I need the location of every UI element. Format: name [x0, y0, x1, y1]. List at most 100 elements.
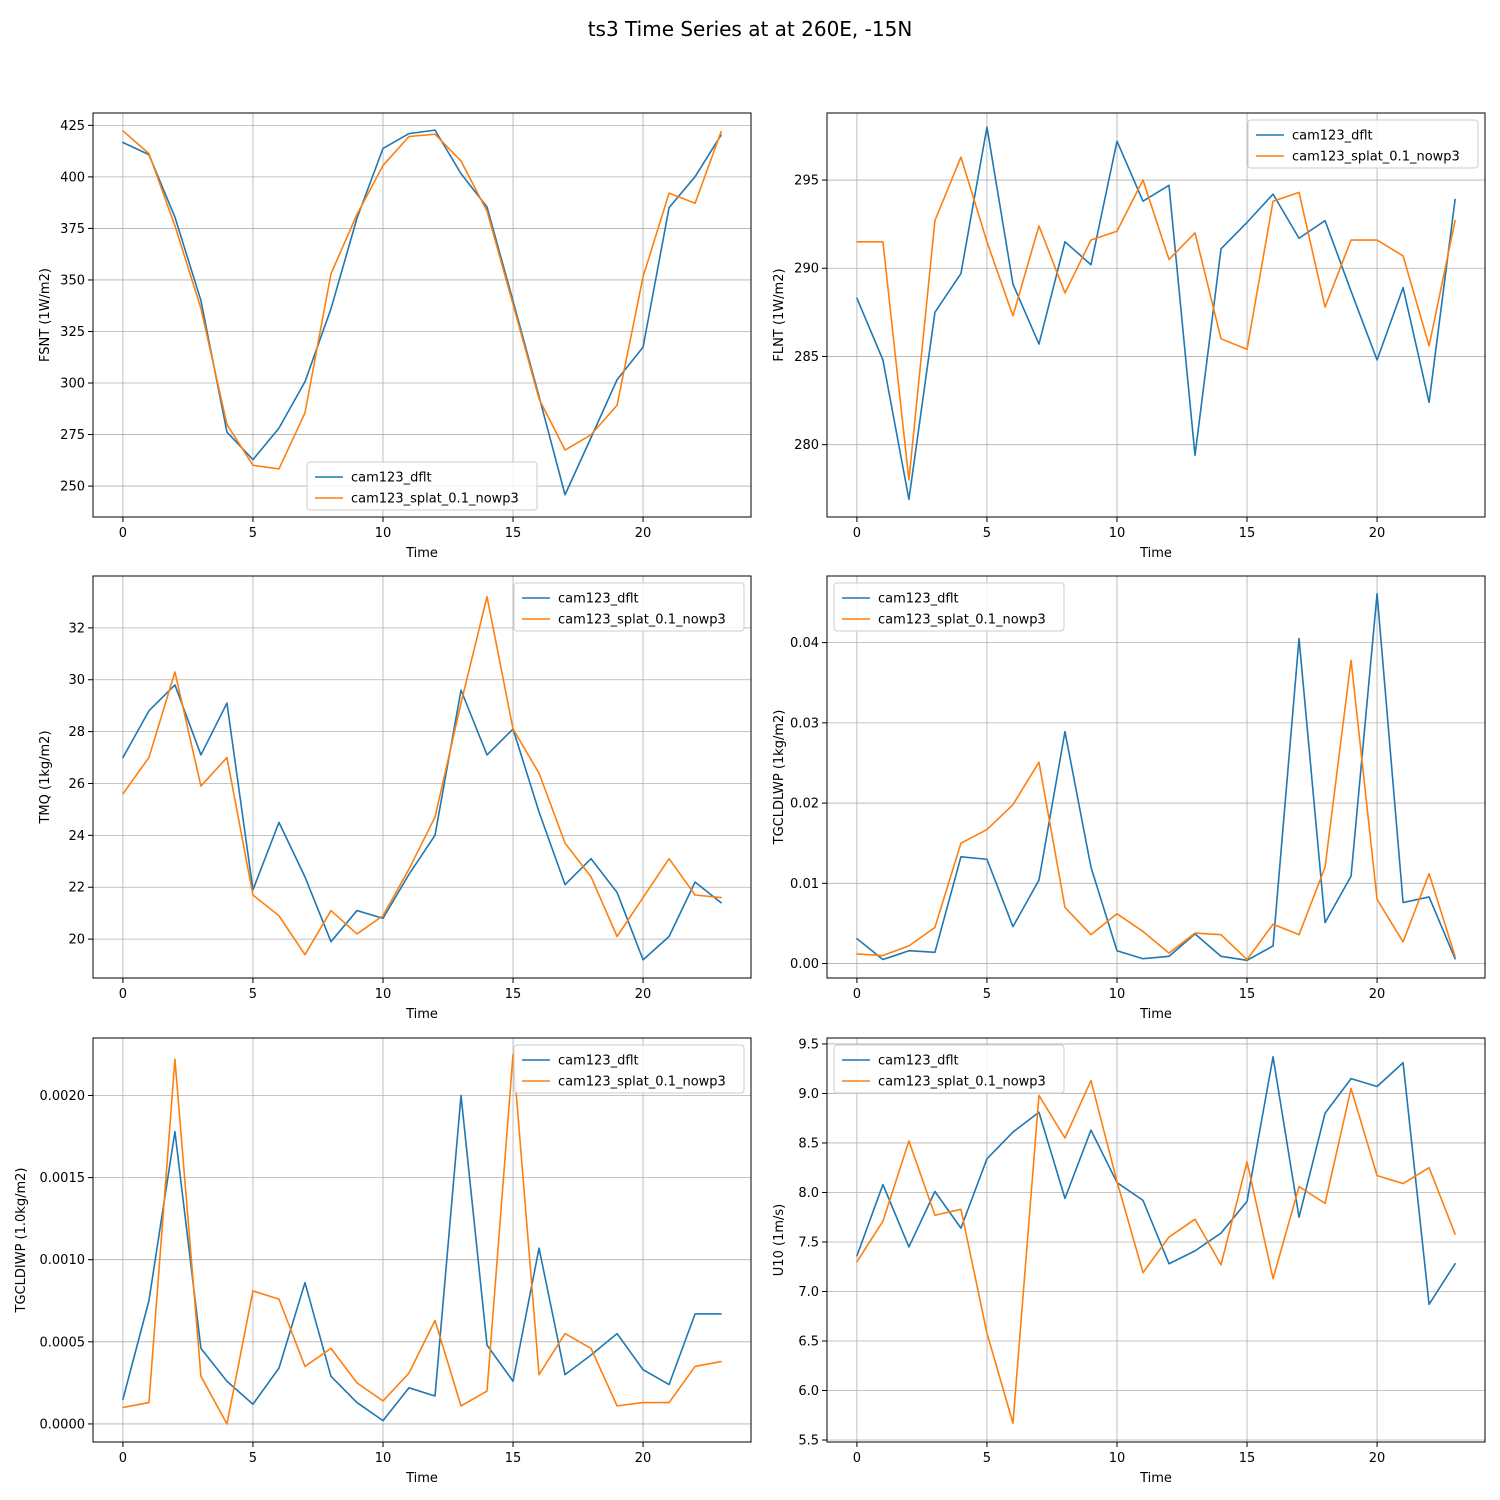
legend-entry: cam123_dflt	[878, 1054, 959, 1069]
legend-entry: cam123_splat_0.1_nowp3	[558, 613, 726, 628]
gridlines	[93, 1038, 751, 1442]
series-line-cam123-splat-0-1-nowp3	[122, 1053, 722, 1425]
x-tick-label: 0	[119, 526, 127, 541]
y-tick-label: 0.00	[790, 957, 819, 972]
y-tick-label: 8.5	[798, 1136, 819, 1151]
x-tick-label: 0	[853, 1451, 861, 1466]
x-axis-label: Time	[1139, 546, 1172, 561]
y-tick-label: 295	[794, 174, 819, 189]
legend-entry: cam123_splat_0.1_nowp3	[558, 1075, 726, 1090]
gridlines	[827, 576, 1485, 978]
y-tick-label: 0.03	[790, 716, 819, 731]
series-line-cam123-splat-0-1-nowp3	[122, 595, 722, 956]
y-tick-label: 0.0015	[40, 1171, 86, 1186]
x-tick-label: 0	[119, 987, 127, 1002]
gridlines	[93, 576, 751, 978]
y-tick-label: 0.0000	[40, 1417, 86, 1432]
y-tick-label: 350	[60, 273, 85, 288]
y-tick-label: 325	[60, 325, 85, 340]
legend-entry: cam123_dflt	[351, 471, 432, 486]
x-tick-label: 15	[505, 987, 522, 1002]
axes-frame	[826, 575, 1486, 979]
x-tick-label: 5	[249, 526, 257, 541]
y-tick-label: 28	[68, 725, 85, 740]
gridlines	[827, 1038, 1485, 1442]
y-tick-label: 20	[68, 933, 85, 948]
legend-entry: cam123_splat_0.1_nowp3	[878, 613, 1046, 628]
legend: cam123_dflt cam123_splat_0.1_nowp3	[306, 461, 538, 511]
legend-frame	[513, 582, 745, 632]
x-tick-label: 15	[505, 526, 522, 541]
y-tick-label: 0.0005	[40, 1335, 86, 1350]
y-tick-label: 375	[60, 222, 85, 237]
x-tick-label: 10	[1109, 987, 1126, 1002]
legend-entry: cam123_splat_0.1_nowp3	[878, 1075, 1046, 1090]
y-tick-label: 7.5	[798, 1235, 819, 1250]
y-tick-label: 26	[68, 777, 85, 792]
x-tick-label: 15	[505, 1451, 522, 1466]
x-tick-label: 20	[1369, 987, 1386, 1002]
y-tick-label: 425	[60, 119, 85, 134]
legend-entry: cam123_splat_0.1_nowp3	[1292, 150, 1460, 165]
y-tick-label: 275	[60, 428, 85, 443]
y-tick-label: 0.01	[790, 877, 819, 892]
x-tick-label: 0	[119, 1451, 127, 1466]
axes-frame	[92, 1037, 752, 1443]
legend-entry: cam123_splat_0.1_nowp3	[351, 492, 519, 507]
legend: cam123_dflt cam123_splat_0.1_nowp3	[833, 582, 1065, 632]
y-tick-label: 250	[60, 480, 85, 495]
x-tick-label: 15	[1239, 1451, 1256, 1466]
y-tick-label: 285	[794, 350, 819, 365]
legend-frame	[1247, 119, 1479, 169]
y-tick-label: 7.0	[798, 1285, 819, 1300]
subplot-tmq: 0 5 10 15 20 20 22 24 26 28 30 32 Time TMQ (1kg/m2) ca…	[38, 575, 752, 1022]
series-line-cam123-splat-0-1-nowp3	[856, 659, 1456, 961]
y-tick-label: 0.02	[790, 797, 819, 812]
x-tick-label: 10	[375, 987, 392, 1002]
y-tick-label: 24	[68, 829, 85, 844]
axes-frame	[92, 575, 752, 979]
legend-frame	[833, 1044, 1065, 1094]
x-tick-label: 5	[249, 1451, 257, 1466]
y-tick-label: 22	[68, 881, 85, 896]
y-tick-label: 0.0010	[40, 1253, 86, 1268]
series-line-cam123-splat-0-1-nowp3	[122, 130, 722, 470]
y-tick-label: 5.5	[798, 1434, 819, 1449]
x-tick-label: 10	[375, 1451, 392, 1466]
y-tick-label: 280	[794, 438, 819, 453]
axes-frame	[92, 112, 752, 518]
subplot-tgcldiwp: 0 5 10 15 20 0.0000 0.0005 0.0010 0.0015 0.0020 Ti…	[14, 1037, 752, 1486]
series-line-cam123-dflt	[856, 1056, 1456, 1306]
y-tick-label: 0.0020	[40, 1089, 86, 1104]
legend: cam123_dflt cam123_splat_0.1_nowp3	[833, 1044, 1065, 1094]
y-axis-label: TMQ (1kg/m2)	[38, 730, 53, 824]
figure-title: ts3 Time Series at at 260E, -15N	[588, 17, 913, 41]
series-line-cam123-dflt	[122, 129, 722, 496]
x-tick-label: 10	[375, 526, 392, 541]
legend-frame	[306, 461, 538, 511]
y-axis-label: FLNT (1W/m2)	[772, 268, 787, 361]
legend: cam123_dflt cam123_splat_0.1_nowp3	[1247, 119, 1479, 169]
x-tick-label: 5	[249, 987, 257, 1002]
axes-frame	[826, 112, 1486, 518]
y-tick-label: 300	[60, 377, 85, 392]
x-axis-label: Time	[405, 546, 438, 561]
series-line-cam123-splat-0-1-nowp3	[856, 1079, 1456, 1424]
y-tick-label: 290	[794, 262, 819, 277]
x-tick-label: 0	[853, 526, 861, 541]
x-axis-label: Time	[1139, 1471, 1172, 1486]
series-line-cam123-splat-0-1-nowp3	[856, 156, 1456, 481]
y-axis-label: FSNT (1W/m2)	[38, 268, 53, 362]
y-axis-label: U10 (1m/s)	[772, 1204, 787, 1276]
legend-entry: cam123_dflt	[1292, 129, 1373, 144]
series-line-cam123-dflt	[122, 684, 722, 961]
x-tick-label: 15	[1239, 987, 1256, 1002]
x-axis-label: Time	[1139, 1007, 1172, 1022]
legend: cam123_dflt cam123_splat_0.1_nowp3	[513, 582, 745, 632]
legend-frame	[513, 1044, 745, 1094]
x-tick-label: 0	[853, 987, 861, 1002]
y-tick-label: 400	[60, 170, 85, 185]
x-tick-label: 5	[983, 1451, 991, 1466]
y-tick-label: 6.5	[798, 1335, 819, 1350]
